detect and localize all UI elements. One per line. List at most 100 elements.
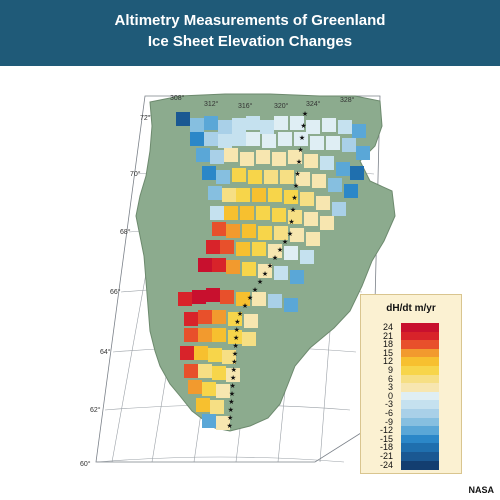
legend-row: -3	[369, 399, 459, 410]
elevation-cell	[242, 224, 256, 238]
elevation-cell	[264, 170, 278, 184]
legend-value-label: -24	[379, 459, 393, 470]
elevation-cell	[274, 226, 288, 240]
elevation-cell	[212, 366, 226, 380]
legend-row: -21	[369, 452, 459, 461]
graticule-label-lat-70: 70°	[130, 170, 141, 178]
graticule-label-lon-312: 312°	[204, 100, 219, 108]
legend-swatch	[401, 374, 439, 384]
elevation-cell	[212, 310, 226, 324]
elevation-change-cells	[176, 112, 370, 430]
ice-divide-star: ★	[288, 218, 294, 226]
legend-value-label: 18	[382, 339, 393, 350]
legend-value-label: -15	[379, 433, 393, 444]
elevation-cell	[194, 346, 208, 360]
elevation-cell	[252, 242, 266, 256]
elevation-cell	[226, 368, 240, 382]
elevation-cell	[304, 212, 318, 226]
ice-divide-star: ★	[282, 238, 288, 246]
ice-divide-star: ★	[291, 194, 297, 202]
elevation-cell	[206, 288, 220, 302]
elevation-cell	[310, 136, 324, 150]
elevation-cell	[300, 192, 314, 206]
elevation-cell	[210, 150, 224, 164]
legend-row: 0	[369, 390, 459, 401]
elevation-cell	[236, 188, 250, 202]
elevation-cell	[232, 168, 246, 182]
legend-row: 21	[369, 331, 459, 341]
elevation-cell	[246, 116, 260, 130]
legend-swatch	[401, 409, 439, 418]
title-line-2: Ice Sheet Elevation Changes	[147, 33, 353, 50]
legend-swatch	[401, 460, 439, 470]
elevation-cell	[224, 148, 238, 162]
legend-value-label: -18	[379, 442, 393, 453]
elevation-cell	[184, 364, 198, 378]
legend-panel: dH/dt m/yr 24 21 18 15 12 9 6 3 0 -3 -6 -9 -12 -15 -18…	[360, 294, 462, 474]
legend-row: 18	[369, 339, 459, 350]
elevation-cell	[252, 188, 266, 202]
elevation-cell	[244, 314, 258, 328]
ice-divide-star: ★	[227, 414, 233, 422]
legend-row: -12	[369, 426, 459, 436]
elevation-cell	[242, 262, 256, 276]
elevation-cell	[202, 414, 216, 428]
elevation-cell	[178, 292, 192, 306]
elevation-cell	[280, 170, 294, 184]
ice-divide-star: ★	[277, 246, 283, 254]
ice-divide-star: ★	[290, 206, 296, 214]
legend-value-label: -3	[384, 399, 393, 410]
elevation-cell	[350, 166, 364, 180]
elevation-cell	[208, 348, 222, 362]
ice-divide-star: ★	[262, 270, 268, 278]
elevation-cell	[248, 170, 262, 184]
ice-divide-star: ★	[232, 342, 238, 350]
elevation-cell	[260, 120, 274, 134]
ice-divide-star: ★	[272, 254, 278, 262]
elevation-cell	[262, 134, 276, 148]
ice-divide-star: ★	[237, 310, 243, 318]
legend-row: 3	[369, 382, 459, 393]
elevation-cell	[312, 174, 326, 188]
elevation-cell	[190, 118, 204, 132]
legend-value-label: 0	[387, 390, 393, 401]
elevation-cell	[240, 206, 254, 220]
elevation-cell	[274, 116, 288, 130]
elevation-cell	[306, 232, 320, 246]
elevation-cell	[288, 150, 302, 164]
elevation-cell	[252, 292, 266, 306]
elevation-cell	[198, 364, 212, 378]
graticule-label-lon-316: 316°	[238, 102, 253, 110]
elevation-cell	[304, 154, 318, 168]
legend-value-label: 24	[382, 322, 393, 332]
ice-divide-star: ★	[247, 294, 253, 302]
graticule-label-lat-68: 68°	[120, 228, 131, 236]
elevation-cell	[218, 120, 232, 134]
elevation-cell	[228, 330, 242, 344]
legend-swatch	[401, 331, 439, 341]
legend-swatch	[401, 400, 439, 410]
elevation-cell	[320, 156, 334, 170]
elevation-cell	[220, 290, 234, 304]
ice-divide-star: ★	[287, 230, 293, 238]
legend-value-label: -6	[384, 408, 393, 418]
elevation-cell	[284, 298, 298, 312]
elevation-cell	[226, 224, 240, 238]
ice-divide-star: ★	[296, 158, 302, 166]
legend-row: 12	[369, 357, 459, 367]
elevation-cell	[316, 196, 330, 210]
ice-divide-star: ★	[233, 334, 239, 342]
elevation-cell	[274, 266, 288, 280]
ice-divide-star: ★	[302, 110, 308, 118]
ice-divide-star: ★	[228, 406, 234, 414]
legend-row: 15	[369, 348, 459, 358]
legend-row: -6	[369, 409, 459, 418]
elevation-cell	[228, 312, 242, 326]
elevation-cell	[290, 228, 304, 242]
elevation-cell	[278, 132, 292, 146]
elevation-cell	[356, 146, 370, 160]
ice-divide-star: ★	[257, 278, 263, 286]
legend-row: -18	[369, 442, 459, 453]
legend-value-label: 3	[387, 382, 393, 393]
elevation-cell	[190, 132, 204, 146]
